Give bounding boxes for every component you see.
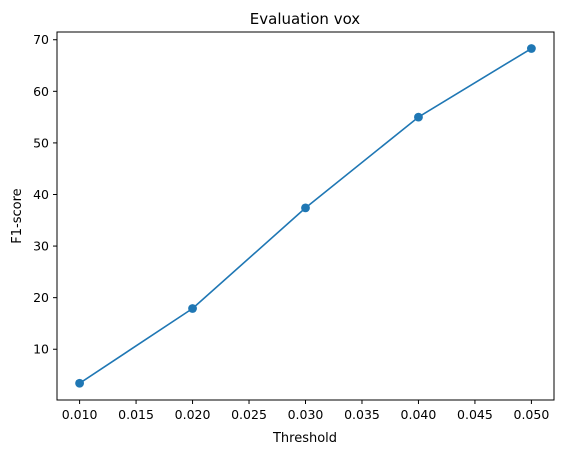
chart-title: Evaluation vox xyxy=(250,10,361,28)
x-tick-label: 0.030 xyxy=(288,407,324,422)
data-point xyxy=(75,378,84,388)
y-tick-label: 60 xyxy=(33,84,49,99)
x-tick-label: 0.035 xyxy=(344,407,380,422)
y-axis-label: F1-score xyxy=(10,188,25,243)
y-tick-label: 10 xyxy=(33,342,49,357)
x-tick-label: 0.015 xyxy=(118,407,154,422)
x-tick-label: 0.010 xyxy=(62,407,98,422)
data-point xyxy=(414,112,423,122)
plot-area xyxy=(75,44,536,388)
x-tick-label: 0.045 xyxy=(457,407,493,422)
data-point xyxy=(301,203,310,213)
data-point xyxy=(188,304,197,313)
x-tick-label: 0.025 xyxy=(231,407,267,422)
data-point xyxy=(527,44,536,53)
y-tick-label: 50 xyxy=(33,135,49,150)
x-tick-label: 0.020 xyxy=(175,407,211,422)
x-axis-label: Threshold xyxy=(272,431,337,446)
y-tick-label: 40 xyxy=(33,187,49,202)
x-tick-label: 0.050 xyxy=(514,407,550,422)
y-tick-label: 70 xyxy=(33,32,49,47)
y-tick-label: 20 xyxy=(33,290,49,305)
x-tick-label: 0.040 xyxy=(401,407,437,422)
y-tick-label: 30 xyxy=(33,239,49,254)
